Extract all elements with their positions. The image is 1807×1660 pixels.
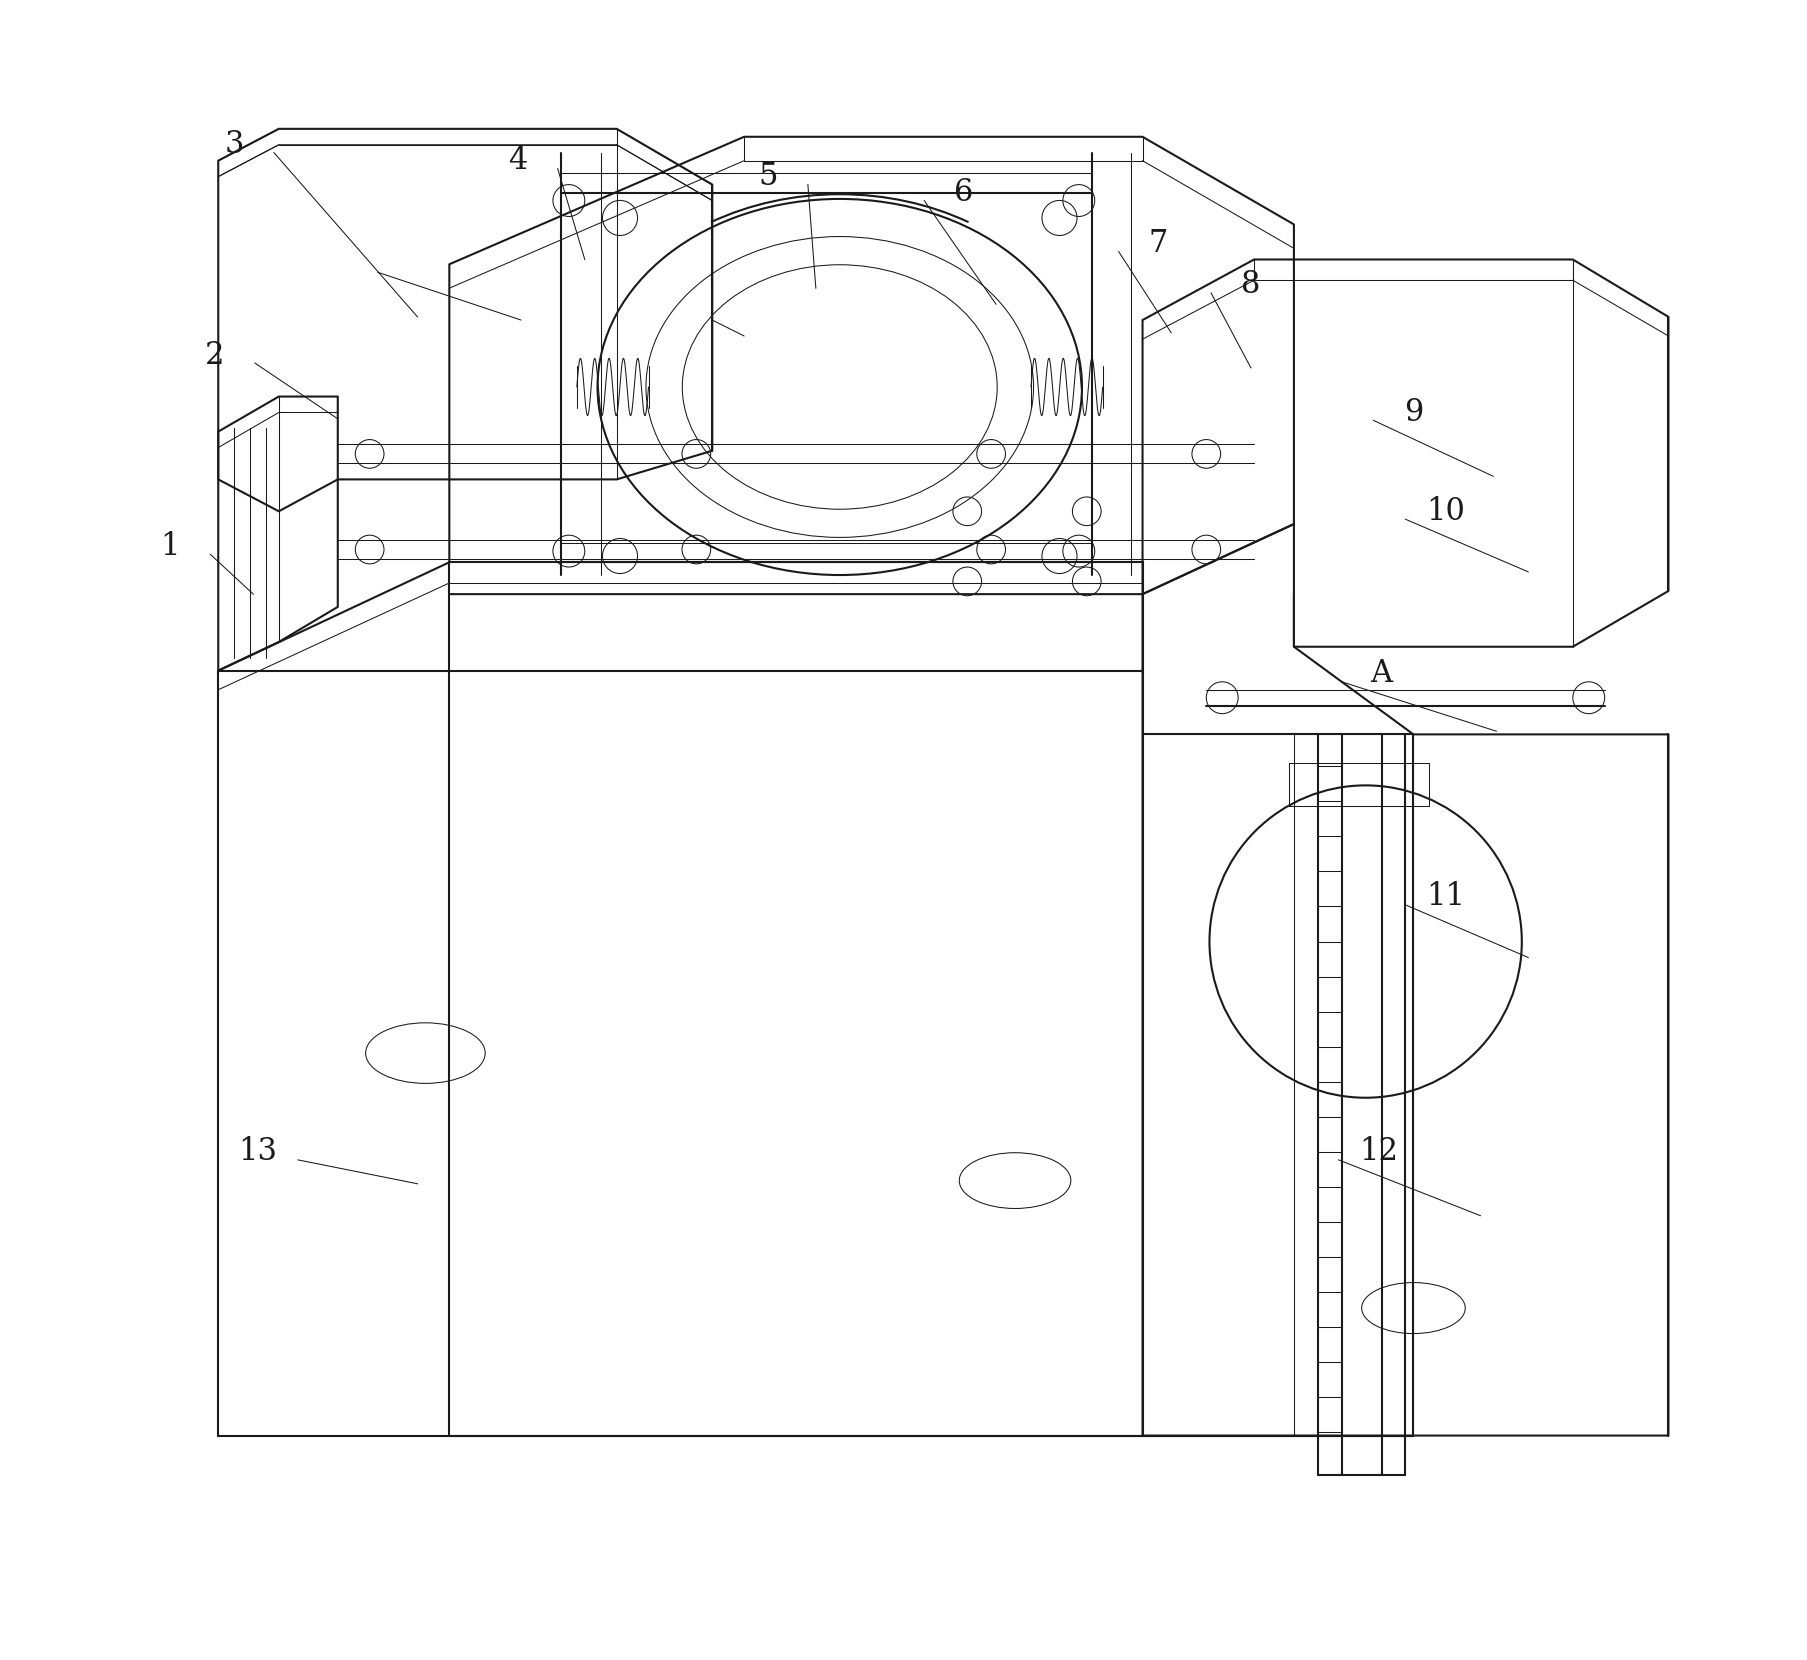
Text: 6: 6: [954, 178, 974, 208]
Text: 13: 13: [239, 1137, 278, 1167]
Text: 4: 4: [508, 144, 528, 176]
Text: 7: 7: [1149, 227, 1167, 259]
Text: A: A: [1370, 659, 1393, 689]
Text: 3: 3: [224, 129, 244, 161]
Text: 9: 9: [1404, 397, 1424, 428]
Text: 5: 5: [759, 161, 777, 193]
Text: 10: 10: [1426, 496, 1465, 526]
Text: 11: 11: [1426, 881, 1465, 913]
Text: 1: 1: [161, 531, 181, 561]
Text: 12: 12: [1359, 1137, 1399, 1167]
Text: 8: 8: [1241, 269, 1261, 300]
Text: 2: 2: [206, 340, 224, 370]
